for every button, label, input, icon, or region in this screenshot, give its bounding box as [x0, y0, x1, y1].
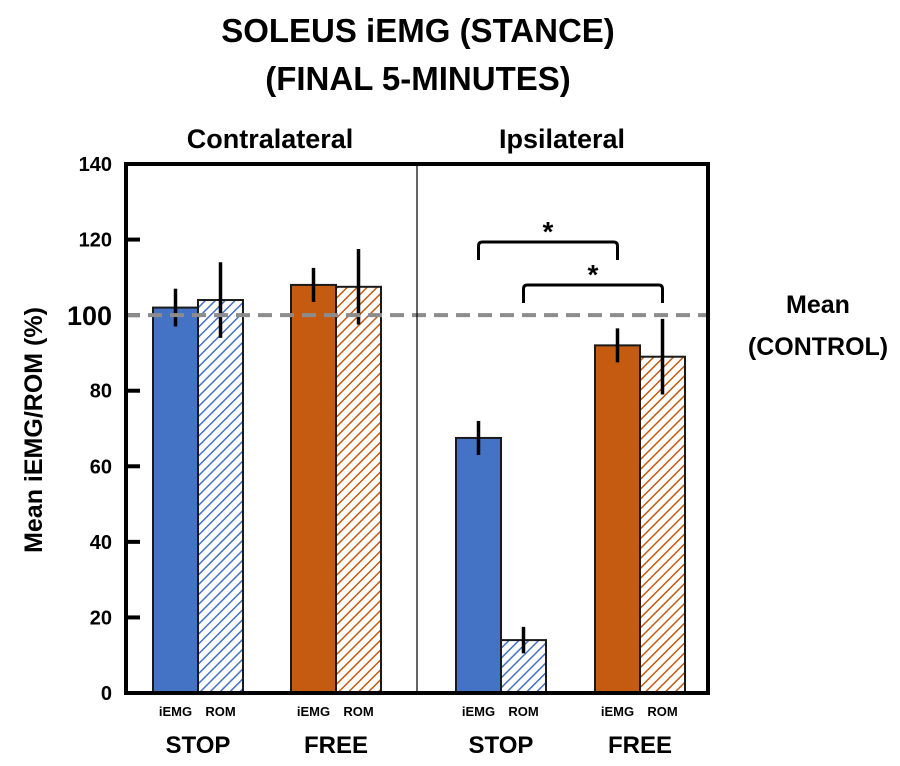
bar-ipsilateral-stop-iemg [455, 436, 502, 695]
panel-label-contralateral: Contralateral [187, 124, 354, 154]
y-tick-label: 120 [79, 230, 112, 252]
y-tick-label: 80 [90, 381, 112, 403]
bar-label: iEMG [297, 704, 330, 719]
group-label: STOP [469, 732, 534, 759]
bar-label: iEMG [159, 704, 192, 719]
chart-title-line-2: (FINAL 5-MINUTES) [265, 60, 571, 97]
reference-label-line-1: Mean [786, 291, 850, 319]
bar-contralateral-free-rom [335, 285, 382, 694]
group-label: STOP [166, 732, 231, 759]
group-label: FREE [304, 732, 368, 759]
significance-bracket [477, 240, 619, 260]
panel-label-ipsilateral: Ipsilateral [499, 124, 625, 154]
reference-label-line-2: (CONTROL) [748, 333, 888, 361]
bar-ipsilateral-free-iemg [594, 344, 641, 694]
y-axis-label: Mean iEMG/ROM (%) [20, 307, 48, 553]
bar-label: ROM [205, 704, 235, 719]
y-tick-label: 40 [90, 532, 112, 554]
bar-label: iEMG [462, 704, 495, 719]
y-tick-label: 0 [101, 683, 112, 705]
y-tick-label: 60 [90, 456, 112, 478]
bar-contralateral-stop-iemg [152, 306, 199, 694]
significance-bracket [522, 283, 664, 303]
y-tick-label: 100 [67, 301, 112, 331]
bar-contralateral-stop-rom [197, 299, 244, 694]
bar-label: ROM [343, 704, 373, 719]
bar-label: iEMG [601, 704, 634, 719]
y-tick-label: 140 [79, 154, 112, 176]
chart-title-line-1: SOLEUS iEMG (STANCE) [221, 12, 615, 49]
group-label: FREE [608, 732, 672, 759]
significance-asterisk: * [588, 259, 599, 290]
bar-contralateral-free-iemg [290, 283, 337, 694]
significance-asterisk: * [543, 216, 554, 247]
bar-label: ROM [647, 704, 677, 719]
y-tick-label: 20 [90, 607, 112, 629]
bar-ipsilateral-free-rom [639, 355, 686, 694]
bar-label: ROM [508, 704, 538, 719]
